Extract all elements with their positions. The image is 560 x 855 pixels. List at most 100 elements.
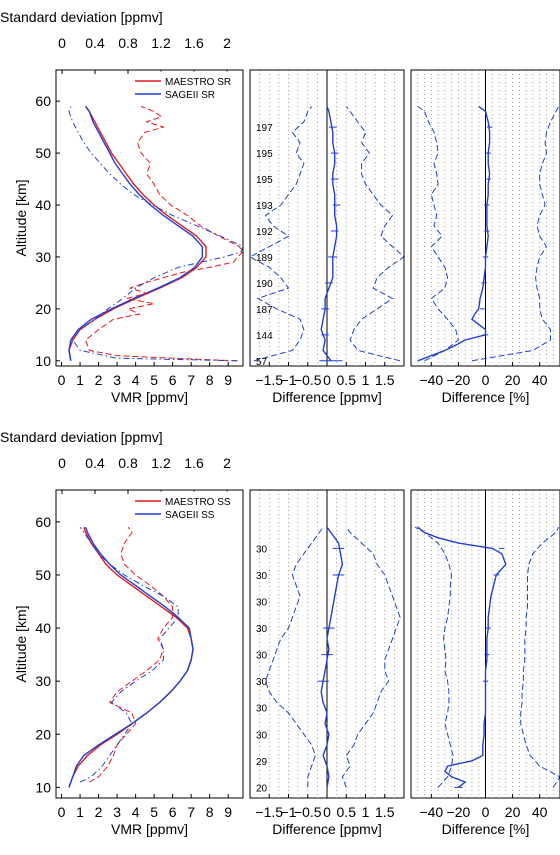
y-tick-label: 10 — [35, 353, 51, 369]
x-tick-label: 5 — [150, 372, 158, 388]
x-tick-label: −1 — [281, 804, 297, 820]
series-line-1 — [68, 526, 194, 788]
x-tick-label: 2 — [95, 804, 103, 820]
top-tick-label: 0.4 — [85, 455, 105, 471]
x-tick-label: 1 — [362, 804, 370, 820]
x-tick-label: −1.5 — [255, 372, 283, 388]
x-tick-label: 3 — [113, 804, 121, 820]
panel-frame — [410, 69, 560, 367]
x-tick-label: 0.5 — [337, 372, 357, 388]
y-tick-label: 40 — [35, 620, 51, 636]
x-tick-label: −0.5 — [294, 804, 322, 820]
count-label: 193 — [256, 201, 273, 212]
series-line-1 — [417, 526, 507, 788]
count-label: 30 — [256, 677, 268, 688]
y-tick-label: 60 — [35, 93, 51, 109]
y-axis-label: Altitude [km] — [13, 605, 29, 682]
count-label: 57 — [256, 357, 268, 368]
legend-label: MAESTRO SS — [165, 497, 231, 508]
series-group — [68, 105, 243, 362]
chart-2: Standard deviation [ppmv] 0 0.4 0.8 1.2 1.6 2 A… — [0, 429, 560, 837]
count-label: 187 — [256, 305, 273, 316]
x-tick-label: −40 — [419, 804, 443, 820]
x-axis-label: VMR [ppmv] — [111, 821, 188, 837]
y-axis-label: Altitude [km] — [13, 179, 29, 256]
series-line-1 — [320, 526, 344, 788]
series-line-3 — [85, 105, 243, 362]
x-tick-label: −20 — [447, 372, 471, 388]
legend-label: SAGEII SR — [165, 90, 215, 101]
legend-box — [130, 491, 242, 521]
series-line-2 — [264, 526, 324, 788]
count-label: 144 — [256, 331, 273, 342]
y-tick-label: 40 — [35, 197, 51, 213]
legend: MAESTRO SS SAGEII SS — [130, 491, 242, 521]
x-tick-label: 2 — [95, 372, 103, 388]
y-tick-label: 20 — [35, 301, 51, 317]
x-tick-label: 3 — [113, 372, 121, 388]
series-line-1 — [68, 105, 207, 361]
y-tick-label: 30 — [35, 249, 51, 265]
panel-frame — [55, 69, 244, 367]
y-tick-label: 50 — [35, 567, 51, 583]
y-tick-label: 10 — [35, 779, 51, 795]
series-line-2 — [250, 106, 313, 362]
x-tick-label: 1 — [76, 804, 84, 820]
top-tick-label: 2 — [223, 35, 231, 51]
panel-2: 20 29 30 30 30 30 30 30 30 30 −1.5−1−0.5 0 0.5 1 1.5Di… — [249, 489, 405, 837]
count-label: 195 — [256, 175, 273, 186]
y-tick-label: 50 — [35, 145, 51, 161]
count-label: 30 — [256, 704, 268, 715]
x-tick-label: 0 — [323, 372, 331, 388]
count-label: 30 — [256, 730, 268, 741]
x-tick-label: 7 — [187, 372, 195, 388]
series-line-2 — [414, 526, 454, 788]
top-tick-label: 0.8 — [118, 455, 138, 471]
series-line-2 — [417, 106, 459, 362]
top-tick-label: 0.4 — [85, 35, 105, 51]
top-tick-label: 1.2 — [151, 455, 171, 471]
x-tick-label: −0.5 — [294, 372, 322, 388]
x-tick-label: −20 — [447, 804, 471, 820]
y-tick-label: 60 — [35, 514, 51, 530]
x-tick-label: 0 — [482, 804, 490, 820]
panel-frame — [410, 489, 560, 799]
x-axis-label: Difference [%] — [442, 821, 530, 837]
x-axis-label: VMR [ppmv] — [111, 389, 188, 405]
panel-frame — [249, 489, 405, 799]
count-label: 29 — [256, 757, 268, 768]
series-group — [414, 526, 560, 788]
x-tick-label: 40 — [532, 372, 548, 388]
x-tick-label: 0.5 — [337, 804, 357, 820]
x-tick-label: 1.5 — [375, 372, 395, 388]
x-tick-label: 4 — [132, 372, 140, 388]
series-line-3 — [345, 106, 404, 362]
x-tick-label: 0 — [58, 804, 66, 820]
x-tick-label: 8 — [206, 372, 214, 388]
top-tick-label: 0 — [58, 35, 66, 51]
series-line-1 — [320, 106, 338, 362]
legend-label: MAESTRO SR — [165, 77, 231, 88]
series-line-3 — [471, 106, 560, 362]
top-tick-label: 0.8 — [118, 35, 138, 51]
x-tick-label: −1 — [281, 372, 297, 388]
x-tick-label: 4 — [132, 804, 140, 820]
x-tick-label: 0 — [58, 372, 66, 388]
series-group — [264, 526, 401, 788]
series-line-2 — [68, 105, 204, 361]
x-tick-label: 40 — [532, 804, 548, 820]
y-tick-label: 20 — [35, 726, 51, 742]
count-label: 30 — [256, 544, 268, 555]
series-line-3 — [520, 526, 560, 788]
top-tick-label: 1.2 — [151, 35, 171, 51]
count-label: 20 — [256, 783, 268, 794]
x-tick-label: 0 — [323, 804, 331, 820]
x-axis-label: Difference [%] — [442, 389, 530, 405]
x-axis-label: Difference [ppmv] — [272, 389, 381, 405]
x-tick-label: 5 — [150, 804, 158, 820]
x-tick-label: 8 — [206, 804, 214, 820]
count-label: 195 — [256, 149, 273, 160]
